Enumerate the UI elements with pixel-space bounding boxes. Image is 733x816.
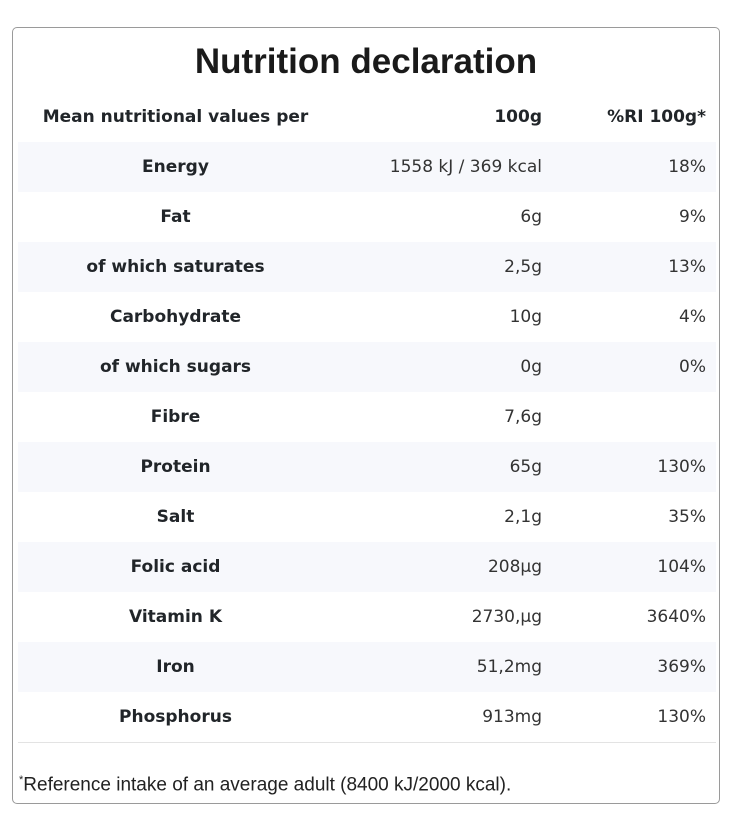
nutrient-ri: 104% [657,557,706,577]
nutrient-name: Energy [142,157,209,177]
table-row: of which saturates 2,5g 13% [18,242,716,292]
nutrient-ri: 3640% [646,607,706,627]
nutrient-name: Carbohydrate [109,307,242,327]
nutrient-name: Folic acid [130,557,221,577]
nutrient-name: Vitamin K [128,607,223,627]
nutrient-ri: 0% [679,357,706,377]
nutrient-name: Salt [156,507,195,527]
nutrient-ri [542,392,716,442]
header-per-100g: 100g [494,107,542,127]
nutrient-value: 65g [509,457,542,477]
nutrient-value: 7,6g [504,407,542,427]
nutrient-ri: 18% [668,157,706,177]
table-row: Folic acid 208µg 104% [18,542,716,592]
header-ri: %RI 100g* [607,107,706,127]
nutrient-ri: 369% [657,657,706,677]
nutrient-name: Protein [140,457,211,477]
table-row: of which sugars 0g 0% [18,342,716,392]
table-header: Mean nutritional values per 100g %RI 100… [18,92,716,142]
nutrient-name: Fat [160,207,191,227]
nutrient-value: 6g [520,207,542,227]
table-row: Protein 65g 130% [18,442,716,492]
nutrient-name: Phosphorus [18,692,333,743]
nutrient-value: 2,1g [504,507,542,527]
nutrient-name: of which saturates [86,257,265,277]
header-nutrient: Mean nutritional values per [42,107,309,127]
nutrient-value: 0g [520,357,542,377]
nutrition-table: Mean nutritional values per 100g %RI 100… [18,92,716,743]
nutrient-value: 2730,µg [471,607,542,627]
table-row: Fat 6g 9% [18,192,716,242]
nutrient-value: 1558 kJ / 369 kcal [389,157,542,177]
nutrient-ri: 130% [657,457,706,477]
footnote-text: Reference intake of an average adult (84… [23,774,512,796]
nutrient-value: 2,5g [504,257,542,277]
nutrient-ri: 35% [668,507,706,527]
table-row: Phosphorus 913mg 130% [18,692,716,743]
nutrient-value: 208µg [487,557,542,577]
nutrient-ri: 13% [668,257,706,277]
footnote-mark: * [19,774,24,786]
nutrient-value: 51,2mg [476,657,542,677]
nutrient-name: of which sugars [99,357,252,377]
footnote: *Reference intake of an average adult (8… [19,774,511,796]
nutrient-name: Fibre [150,407,201,427]
nutrient-name: Iron [156,657,195,677]
table-row: Energy 1558 kJ / 369 kcal 18% [18,142,716,192]
table-row: Vitamin K 2730,µg 3640% [18,592,716,642]
table-row: Carbohydrate 10g 4% [18,292,716,342]
table-row: Salt 2,1g 35% [18,492,716,542]
nutrient-ri: 9% [679,207,706,227]
nutrition-card: Nutrition declaration Mean nutritional v… [12,27,720,804]
nutrient-value: 10g [509,307,542,327]
table-row: Fibre 7,6g [18,392,716,442]
nutrient-value: 913mg [333,692,542,743]
nutrient-ri: 4% [679,307,706,327]
table-row: Iron 51,2mg 369% [18,642,716,692]
nutrient-ri: 130% [542,692,716,743]
page-title: Nutrition declaration [194,42,538,81]
